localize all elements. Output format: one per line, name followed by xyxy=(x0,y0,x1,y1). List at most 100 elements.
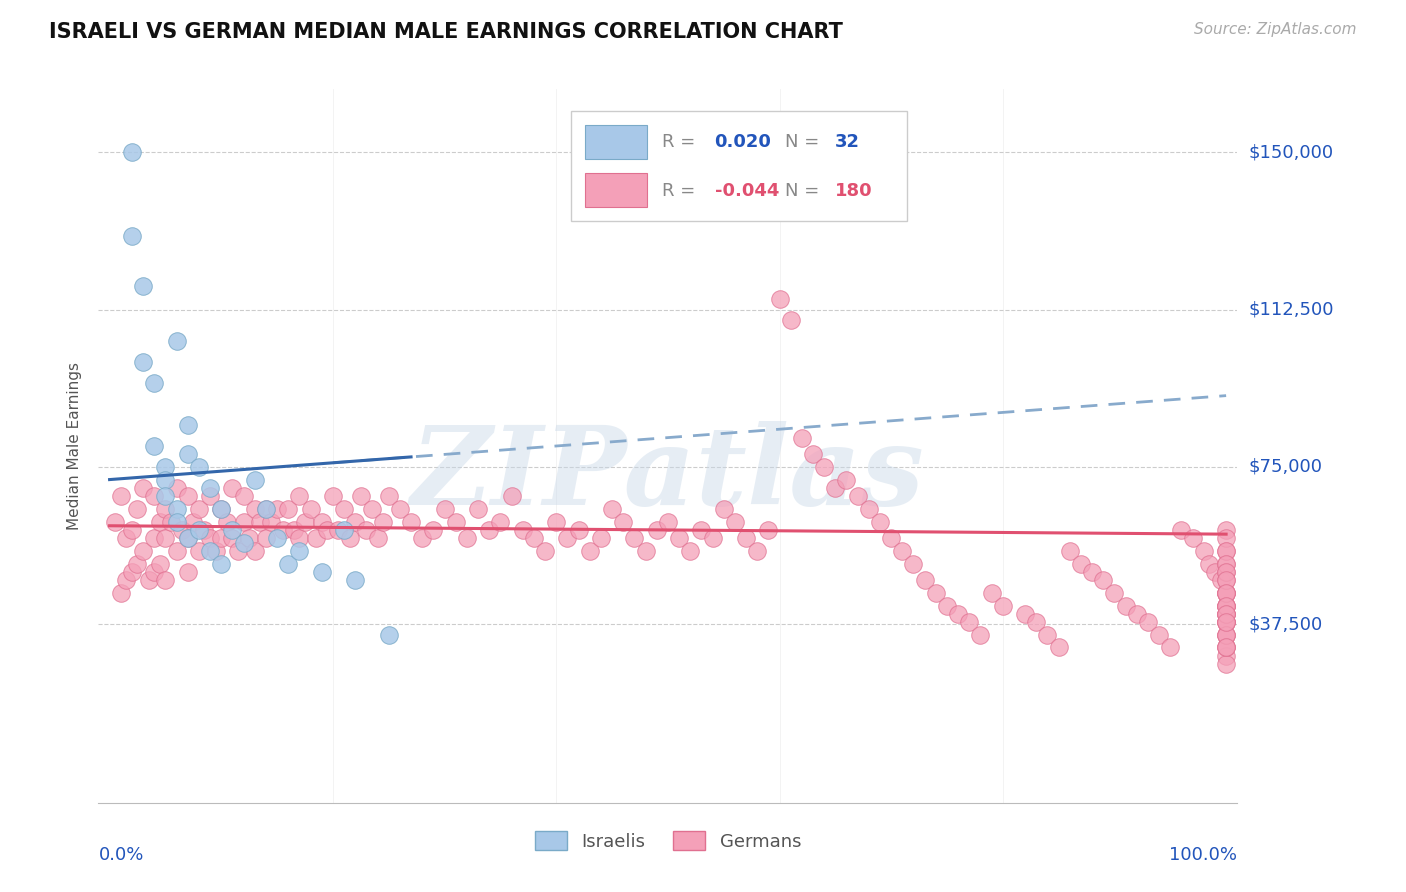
Point xyxy=(1215,544,1237,558)
Point xyxy=(1192,544,1215,558)
Point xyxy=(1215,523,1237,537)
Point xyxy=(288,544,311,558)
Point xyxy=(858,502,880,516)
Point xyxy=(1215,615,1237,630)
Text: 32: 32 xyxy=(835,133,860,151)
Point xyxy=(1215,557,1237,571)
Point xyxy=(350,489,373,503)
Point xyxy=(377,628,399,642)
Point xyxy=(478,523,501,537)
Point xyxy=(115,574,138,588)
Point xyxy=(489,515,512,529)
Point xyxy=(1215,607,1237,621)
Text: Source: ZipAtlas.com: Source: ZipAtlas.com xyxy=(1194,22,1357,37)
Point xyxy=(768,292,790,306)
Text: N =: N = xyxy=(785,133,825,151)
Point xyxy=(388,502,411,516)
Point xyxy=(371,515,394,529)
Point xyxy=(254,502,277,516)
Point xyxy=(422,523,444,537)
Point xyxy=(779,313,801,327)
Point xyxy=(735,532,758,546)
Text: $112,500: $112,500 xyxy=(1249,301,1334,318)
Point xyxy=(1215,565,1237,579)
Point xyxy=(1215,586,1237,600)
Y-axis label: Median Male Earnings: Median Male Earnings xyxy=(67,362,83,530)
Point xyxy=(1036,628,1059,642)
Point xyxy=(657,515,679,529)
Text: N =: N = xyxy=(785,182,825,200)
Point xyxy=(377,489,399,503)
Point xyxy=(294,515,316,529)
Point xyxy=(266,532,288,546)
Point xyxy=(143,376,166,390)
Point xyxy=(1209,574,1232,588)
Point xyxy=(322,489,344,503)
Point xyxy=(160,515,183,529)
Point xyxy=(149,557,172,571)
Text: -0.044: -0.044 xyxy=(714,182,779,200)
Point xyxy=(1170,523,1192,537)
Point xyxy=(166,502,188,516)
Point xyxy=(166,515,188,529)
Point xyxy=(209,502,232,516)
Point xyxy=(1215,607,1237,621)
Point xyxy=(361,502,384,516)
Point xyxy=(187,460,209,475)
Point xyxy=(1215,599,1237,613)
Point xyxy=(127,557,149,571)
Point xyxy=(957,615,980,630)
Point xyxy=(612,515,634,529)
Point xyxy=(209,557,232,571)
Point xyxy=(1104,586,1126,600)
Point xyxy=(634,544,657,558)
Point xyxy=(747,544,769,558)
Point xyxy=(645,523,668,537)
Point xyxy=(1215,586,1237,600)
Point xyxy=(679,544,702,558)
Point xyxy=(946,607,969,621)
Point xyxy=(127,502,149,516)
Point xyxy=(177,532,200,546)
Point xyxy=(209,502,232,516)
Point xyxy=(172,523,194,537)
Point xyxy=(177,489,200,503)
Point xyxy=(567,523,589,537)
Point xyxy=(411,532,433,546)
Point xyxy=(243,502,266,516)
Point xyxy=(232,489,254,503)
Point xyxy=(801,447,824,461)
Text: ZIPatlas: ZIPatlas xyxy=(411,421,925,528)
Point xyxy=(1059,544,1081,558)
Point xyxy=(221,523,243,537)
Point xyxy=(110,586,132,600)
Point xyxy=(1215,599,1237,613)
Text: 0.0%: 0.0% xyxy=(98,846,143,863)
Text: R =: R = xyxy=(662,133,702,151)
Point xyxy=(187,544,209,558)
Point xyxy=(121,229,143,244)
Point xyxy=(187,523,209,537)
Point xyxy=(546,515,568,529)
Point xyxy=(110,489,132,503)
Point xyxy=(824,481,846,495)
Point xyxy=(104,515,127,529)
Point xyxy=(1215,657,1237,672)
Point xyxy=(1215,607,1237,621)
Point xyxy=(869,515,891,529)
Point xyxy=(534,544,557,558)
Point xyxy=(1014,607,1036,621)
Point xyxy=(132,279,155,293)
Point xyxy=(232,515,254,529)
Text: 180: 180 xyxy=(835,182,873,200)
Point xyxy=(121,523,143,537)
Legend: Israelis, Germans: Israelis, Germans xyxy=(527,824,808,858)
Point xyxy=(316,523,339,537)
Point xyxy=(557,532,579,546)
FancyBboxPatch shape xyxy=(585,173,647,207)
Point xyxy=(249,515,271,529)
Point xyxy=(143,489,166,503)
Point xyxy=(903,557,925,571)
Point xyxy=(1147,628,1170,642)
Point xyxy=(166,544,188,558)
